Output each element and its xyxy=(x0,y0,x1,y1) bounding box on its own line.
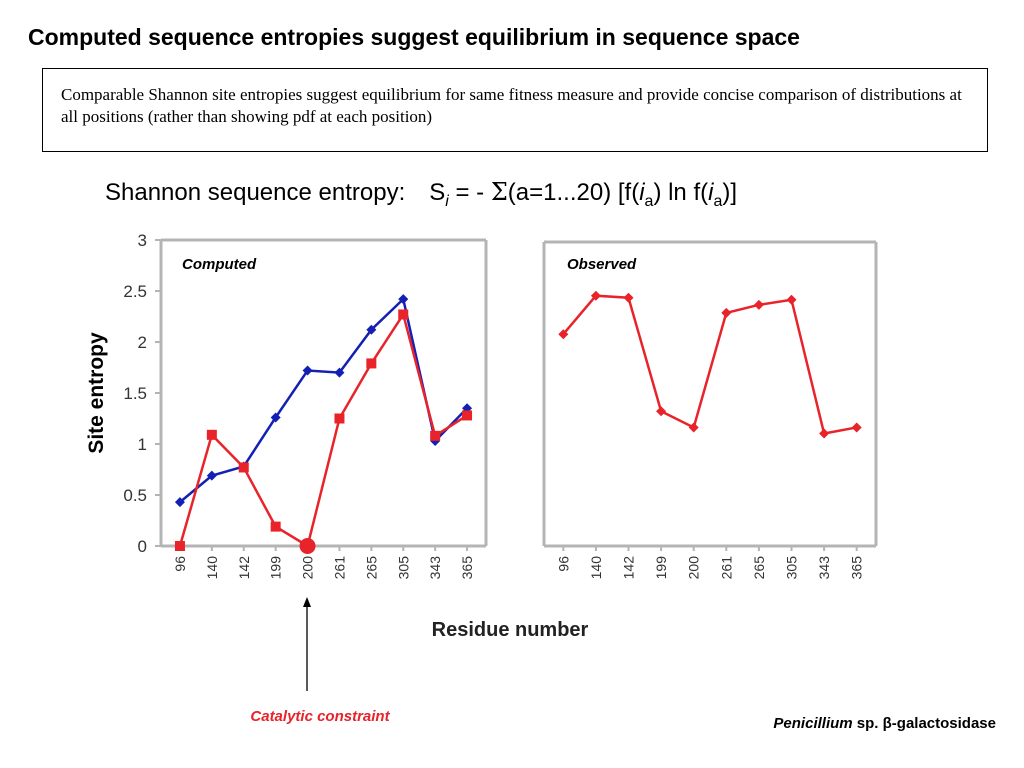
data-point xyxy=(623,292,634,303)
data-point xyxy=(851,422,862,433)
species-genus: Penicillium xyxy=(773,715,853,732)
chart-title: Computed xyxy=(182,256,257,273)
data-point xyxy=(174,497,185,508)
formula-i3: i xyxy=(708,179,714,206)
y-tick-label: 1 xyxy=(138,435,147,454)
data-point xyxy=(366,324,377,335)
data-point xyxy=(753,299,764,310)
data-point xyxy=(206,429,217,440)
data-point xyxy=(819,428,830,439)
x-tick-label: 200 xyxy=(686,556,702,580)
data-point xyxy=(238,462,249,473)
slide-title: Computed sequence entropies suggest equi… xyxy=(28,24,800,50)
x-tick-label: 96 xyxy=(555,556,571,572)
y-tick-label: 0.5 xyxy=(123,486,147,505)
computed-chart-panel: 0 0.5 1 1.5 2 2.5 3 96 140 142 199 200 261 265 305 343 3… xyxy=(123,231,488,580)
data-point xyxy=(688,422,699,433)
y-tick-label: 1.5 xyxy=(123,384,147,403)
x-tick-label: 96 xyxy=(172,556,188,572)
species-rest: sp. β-galactosidase xyxy=(852,715,996,732)
catalytic-arrow-head xyxy=(303,597,311,607)
x-tick-label: 261 xyxy=(718,556,734,580)
x-tick-label: 140 xyxy=(204,556,220,580)
description-box: Comparable Shannon site entropies sugges… xyxy=(42,68,988,152)
data-point xyxy=(721,307,732,318)
x-tick-label: 140 xyxy=(588,556,604,580)
x-tick-label: 142 xyxy=(236,556,252,580)
catalytic-constraint-label: Catalytic constraint xyxy=(250,708,390,725)
data-point xyxy=(302,365,313,376)
data-point xyxy=(270,521,281,532)
y-tick-label: 2 xyxy=(138,333,147,352)
data-point xyxy=(398,294,409,305)
formula-end: )] xyxy=(722,179,738,206)
data-point xyxy=(270,412,281,423)
formula-label: Shannon sequence entropy: xyxy=(105,179,406,206)
x-tick-label: 142 xyxy=(621,556,637,580)
data-point xyxy=(334,367,345,378)
description-text: Comparable Shannon site entropies sugges… xyxy=(61,85,962,126)
formula-i2: i xyxy=(639,179,645,206)
sigma-symbol: Σ xyxy=(490,178,508,206)
species-caption: Penicillium sp. β-galactosidase xyxy=(773,715,996,732)
formula-mid: ) ln f( xyxy=(653,179,709,206)
series-line xyxy=(179,296,468,504)
formula-sub-a: a xyxy=(644,192,654,210)
formula-sub-a2: a xyxy=(713,192,723,210)
x-tick-label: 365 xyxy=(459,556,475,580)
x-tick-label: 265 xyxy=(363,556,379,580)
x-tick-label: 365 xyxy=(849,556,865,580)
observed-chart-panel: 96 140 142 199 200 261 265 305 343 365 Observed xyxy=(542,240,878,580)
data-point xyxy=(656,406,667,417)
y-tick-label: 3 xyxy=(138,231,147,250)
x-tick-label: 343 xyxy=(427,556,443,580)
y-tick-label: 2.5 xyxy=(123,282,147,301)
x-tick-label: 199 xyxy=(653,556,669,580)
data-point xyxy=(462,410,473,421)
formula-sub-i: i xyxy=(445,192,449,210)
x-tick-label: 261 xyxy=(331,556,347,580)
entropy-formula: Shannon sequence entropy: Si = - Σ(a=1...… xyxy=(105,178,737,211)
x-tick-label: 200 xyxy=(300,556,316,580)
y-axis-label: Site entropy xyxy=(85,332,108,454)
formula-range: (a=1...20) [f( xyxy=(507,179,640,206)
x-tick-label: 305 xyxy=(784,556,800,580)
x-tick-label: 305 xyxy=(395,556,411,580)
data-point xyxy=(786,294,797,305)
formula-eq: = - xyxy=(448,179,491,206)
formula-s: S xyxy=(429,179,446,206)
x-tick-label: 343 xyxy=(816,556,832,580)
x-tick-label: 199 xyxy=(268,556,284,580)
catalytic-constraint-marker xyxy=(299,538,316,554)
x-tick-label: 265 xyxy=(751,556,767,580)
data-point xyxy=(590,290,601,301)
chart-title: Observed xyxy=(567,256,637,273)
data-point xyxy=(558,329,569,340)
data-point xyxy=(206,470,217,481)
data-point xyxy=(334,413,345,424)
data-point xyxy=(366,358,377,369)
data-point xyxy=(398,309,409,320)
series-line xyxy=(178,311,468,548)
x-axis-label: Residue number xyxy=(432,619,589,641)
series-line xyxy=(562,294,857,435)
data-point xyxy=(174,541,185,551)
y-tick-label: 0 xyxy=(138,537,147,556)
data-point xyxy=(430,430,441,441)
